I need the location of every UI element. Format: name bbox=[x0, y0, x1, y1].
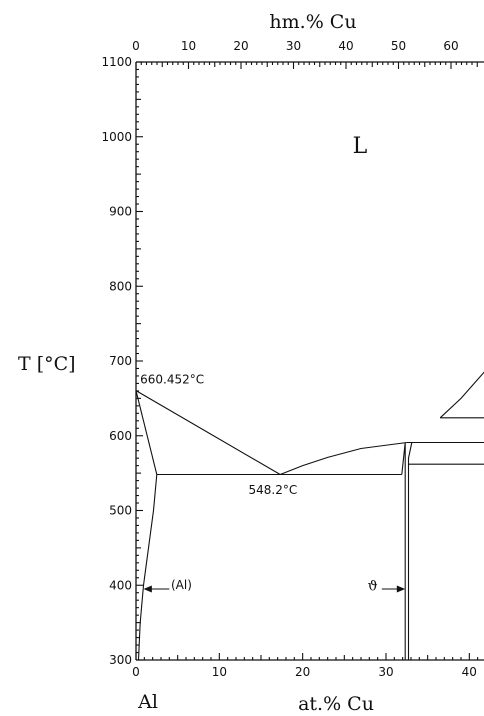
x-tick-label: 40 bbox=[462, 665, 477, 679]
y-tick-label: 1000 bbox=[101, 130, 132, 144]
x-tick-label: 30 bbox=[378, 665, 393, 679]
x2-tick-label: 10 bbox=[181, 39, 196, 53]
bottom-axis-title: at.% Cu bbox=[298, 693, 374, 715]
x-tick-label: 20 bbox=[295, 665, 310, 679]
y-tick-label: 600 bbox=[109, 429, 132, 443]
boundary-liquidus-high bbox=[439, 371, 484, 419]
x-tick-label: 10 bbox=[212, 665, 227, 679]
x2-tick-label: 60 bbox=[443, 39, 458, 53]
phase-label-theta: ϑ bbox=[368, 578, 378, 594]
phase-label-liquid: L bbox=[353, 134, 368, 159]
phase-boundaries bbox=[135, 371, 484, 661]
element-label: Al bbox=[137, 691, 158, 713]
boundary-solidus-al bbox=[135, 390, 158, 475]
x2-tick-label: 20 bbox=[233, 39, 248, 53]
y-tick-label: 1100 bbox=[101, 55, 132, 69]
boundary-theta-right bbox=[407, 442, 413, 660]
boundary-solvus-al bbox=[137, 474, 158, 661]
arrow-theta-head bbox=[396, 585, 406, 593]
arrow-al-head bbox=[143, 585, 152, 593]
y-tick-label: 400 bbox=[109, 578, 132, 592]
x2-tick-label: 30 bbox=[286, 39, 301, 53]
annotation-eutectic-point: 548.2°C bbox=[248, 483, 297, 497]
y-tick-label: 500 bbox=[109, 504, 132, 518]
annotation-melting-point: 660.452°C bbox=[140, 372, 204, 386]
boundary-liquidus-al bbox=[135, 390, 281, 475]
y-tick-label: 900 bbox=[109, 205, 132, 219]
x2-tick-label: 50 bbox=[391, 39, 406, 53]
x-tick-label: 0 bbox=[132, 665, 140, 679]
phase-arrows bbox=[143, 585, 406, 593]
y-axis-title: T [°C] bbox=[18, 353, 76, 375]
boundary-liquidus-theta bbox=[279, 441, 407, 476]
phase-label-al: (Al) bbox=[171, 578, 192, 592]
y-tick-label: 800 bbox=[109, 279, 132, 293]
top-axis-title: hm.% Cu bbox=[269, 11, 356, 33]
boundary-theta-left bbox=[401, 442, 406, 660]
y-tick-label: 300 bbox=[109, 653, 132, 667]
plot-frame bbox=[135, 61, 484, 661]
x2-tick-label: 40 bbox=[338, 39, 353, 53]
x2-tick-label: 0 bbox=[132, 39, 140, 53]
y-tick-label: 700 bbox=[109, 354, 132, 368]
